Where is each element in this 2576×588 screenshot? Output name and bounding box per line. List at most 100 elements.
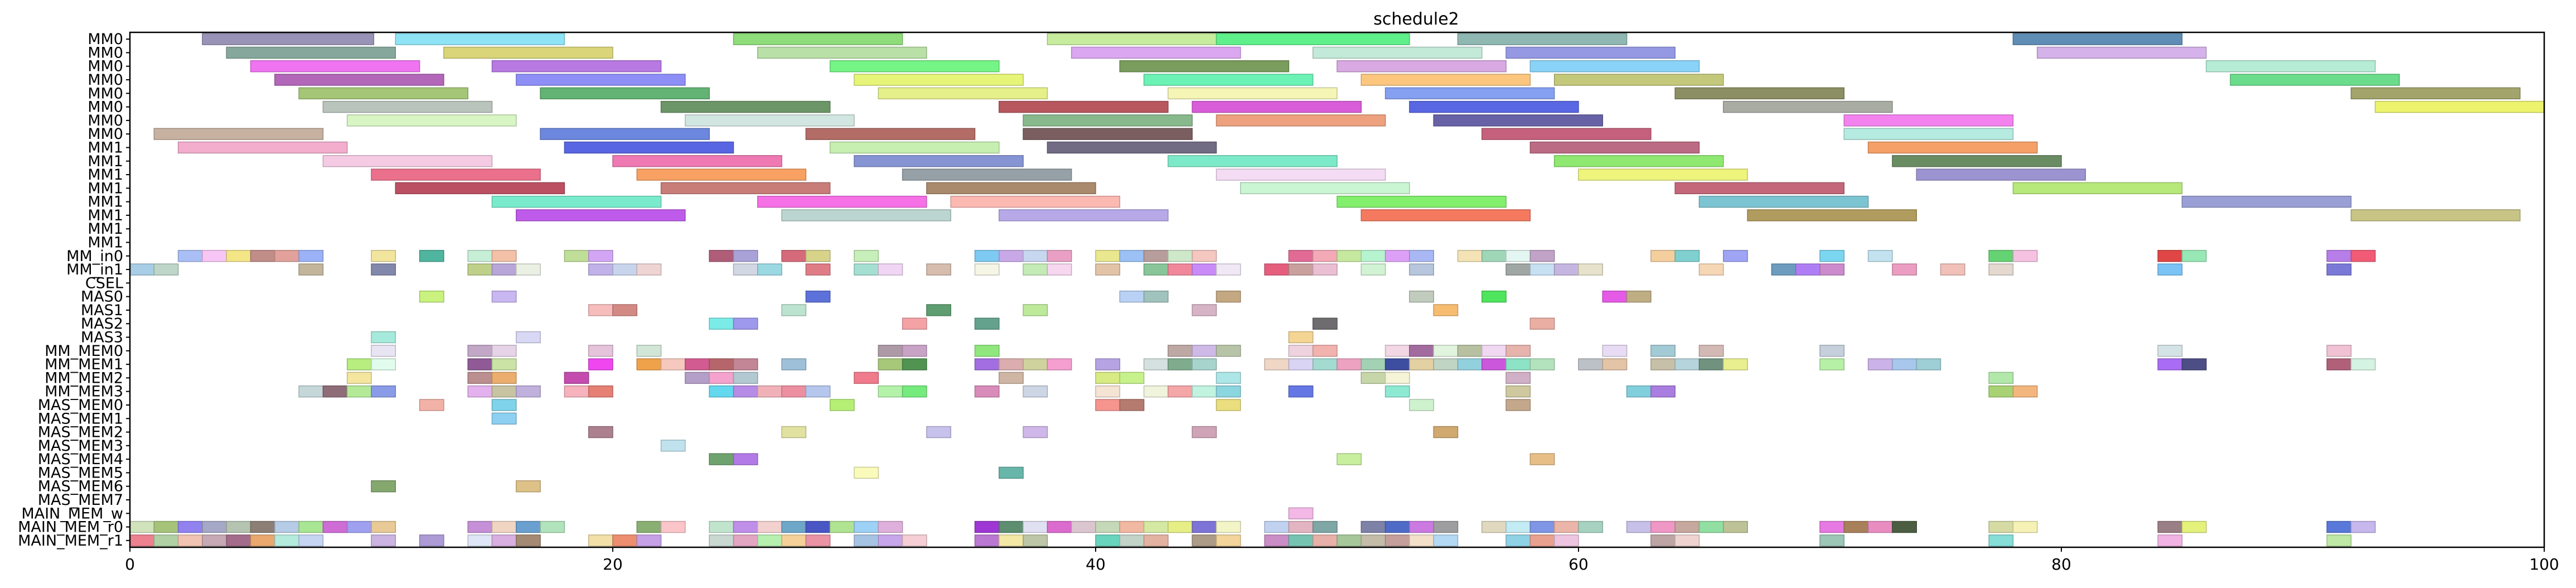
y-tick-labels: MM0MM0MM0MM0MM0MM0MM0MM0MM1MM1MM1MM1MM1M… [18, 31, 130, 550]
task-segment-224 [1192, 385, 1217, 398]
task-segment-7 [419, 250, 444, 262]
task-segment-124 [1192, 345, 1217, 357]
task-segment-190 [564, 372, 589, 384]
task-bar-74 [926, 182, 1096, 195]
task-segment-41 [1988, 250, 2014, 262]
task-segment-194 [854, 372, 879, 384]
task-segment-197 [1119, 372, 1145, 384]
task-segment-128 [1384, 345, 1410, 357]
task-segment-275 [709, 520, 734, 533]
task-bar-34 [2350, 87, 2521, 100]
task-segment-177 [1698, 358, 1724, 370]
task-segment-231 [1988, 385, 2014, 398]
task-segment-333 [516, 534, 541, 547]
task-segment-63 [974, 263, 1000, 276]
task-bar-0 [202, 33, 375, 45]
task-segment-84 [1892, 263, 1917, 276]
task-segment-117 [491, 345, 517, 357]
x-ticks: 0 20 40 60 80 100 [125, 547, 2559, 573]
task-segment-74 [1360, 263, 1386, 276]
task-segment-329 [371, 534, 396, 547]
task-segment-176 [1674, 358, 1700, 370]
task-segment-368 [2157, 534, 2183, 547]
y-tick-label: MAS_MEM7 [38, 491, 123, 509]
task-bar-57 [1047, 141, 1217, 154]
task-bar-18 [1337, 60, 1507, 73]
task-segment-170 [1481, 358, 1507, 370]
task-segment-338 [733, 534, 758, 547]
task-segment-237 [1119, 399, 1145, 411]
task-segment-349 [1119, 534, 1145, 547]
task-segment-88 [2326, 263, 2352, 276]
task-segment-150 [781, 358, 807, 370]
task-segment-254 [999, 466, 1024, 479]
task-segment-295 [1288, 520, 1314, 533]
y-tick-label: MM_MEM3 [45, 383, 123, 401]
task-segment-96 [1481, 290, 1507, 303]
task-segment-209 [516, 385, 541, 398]
task-segment-16 [854, 250, 879, 262]
task-segment-116 [467, 345, 493, 357]
task-segment-56 [636, 263, 662, 276]
task-segment-4 [274, 250, 299, 262]
task-segment-142 [467, 358, 493, 370]
task-segment-168 [1433, 358, 1459, 370]
y-tick-label: MAS1 [81, 302, 123, 319]
task-bar-3 [1047, 33, 1217, 45]
task-segment-24 [1168, 250, 1193, 262]
task-segment-203 [298, 385, 324, 398]
task-segment-33 [1481, 250, 1507, 262]
task-bar-65 [1892, 155, 2062, 167]
task-segment-10 [564, 250, 589, 262]
y-tick-label: MM0 [88, 58, 123, 75]
task-bar-73 [660, 182, 831, 195]
task-segment-20 [1047, 250, 1072, 262]
task-segment-58 [757, 263, 782, 276]
task-segment-121 [902, 345, 927, 357]
task-segment-241 [491, 412, 517, 425]
y-tick-label: MM0 [88, 85, 123, 102]
task-segment-156 [1047, 358, 1072, 370]
task-segment-38 [1723, 250, 1748, 262]
task-segment-192 [709, 372, 734, 384]
task-segment-131 [1457, 345, 1483, 357]
task-segment-92 [1119, 290, 1145, 303]
task-segment-313 [1867, 520, 1893, 533]
task-segment-68 [1168, 263, 1193, 276]
y-tick-label: MM1 [88, 194, 123, 211]
task-bar-66 [371, 168, 541, 181]
task-segment-169 [1457, 358, 1483, 370]
task-bar-88 [1747, 209, 1917, 221]
task-segment-336 [636, 534, 662, 547]
task-segment-101 [781, 304, 807, 316]
task-segment-268 [371, 520, 396, 533]
task-segment-248 [660, 440, 686, 452]
task-segment-323 [177, 534, 203, 547]
task-segment-26 [1288, 250, 1314, 262]
task-segment-294 [1264, 520, 1290, 533]
y-tick-label: MM1 [88, 139, 123, 156]
task-bar-45 [1216, 114, 1386, 127]
task-segment-112 [371, 331, 396, 344]
y-tick-label: MM0 [88, 71, 123, 89]
task-segment-285 [1023, 520, 1048, 533]
task-segment-236 [1095, 399, 1121, 411]
task-bar-50 [805, 128, 976, 140]
task-segment-299 [1409, 520, 1434, 533]
task-segment-15 [805, 250, 831, 262]
task-bar-26 [1553, 74, 1724, 86]
task-bar-38 [1192, 100, 1362, 113]
task-segment-219 [974, 385, 1000, 398]
task-segment-280 [829, 520, 855, 533]
x-tick-label: 80 [2051, 555, 2071, 573]
task-segment-118 [588, 345, 613, 357]
task-segment-240 [1505, 399, 1531, 411]
task-segment-161 [1264, 358, 1290, 370]
task-segment-51 [467, 263, 493, 276]
task-segment-225 [1216, 385, 1241, 398]
task-segment-316 [2012, 520, 2038, 533]
task-bar-14 [250, 60, 420, 73]
task-segment-147 [685, 358, 710, 370]
task-segment-258 [129, 520, 155, 533]
task-segment-223 [1168, 385, 1193, 398]
